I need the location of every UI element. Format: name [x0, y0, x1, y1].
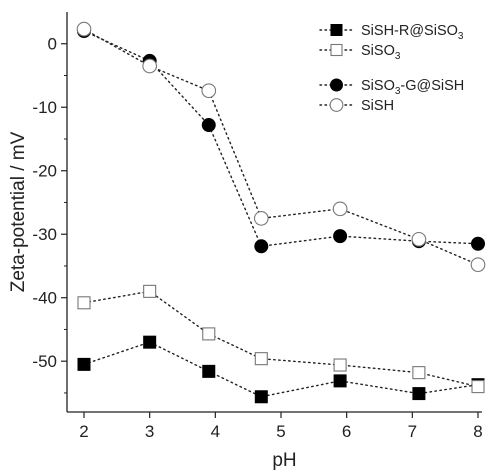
- series-3: [76, 21, 486, 273]
- legend-label-tail: -G@SiSH: [400, 78, 464, 94]
- legend-label-subscript: 3: [395, 86, 401, 97]
- data-point: [202, 327, 216, 341]
- data-point: [411, 231, 427, 247]
- series-2: [77, 24, 485, 254]
- legend-entry: SiSH: [319, 98, 394, 114]
- data-point: [253, 210, 269, 226]
- data-point: [332, 201, 348, 217]
- legend-marker: [329, 98, 344, 112]
- legend-label-subscript: 3: [458, 31, 464, 42]
- x-tick-label: 8: [473, 422, 482, 441]
- data-point: [143, 335, 157, 349]
- data-point: [333, 358, 347, 372]
- data-point: [254, 390, 268, 404]
- y-tick-label: -10: [32, 98, 57, 117]
- data-point: [333, 374, 347, 388]
- data-point: [471, 380, 485, 394]
- data-point: [333, 229, 348, 244]
- y-tick-label: 0: [48, 35, 57, 54]
- y-tick-label: -20: [32, 162, 57, 181]
- data-point: [412, 366, 426, 380]
- legend-marker: [330, 78, 343, 92]
- legend-label: SiSH-R@SiSO3: [361, 23, 464, 42]
- y-tick-label: -50: [32, 352, 57, 371]
- legend-entry: SiSO3-G@SiSH: [319, 78, 464, 97]
- series-layer: [76, 21, 486, 404]
- legend-label-main: SiSO: [361, 78, 395, 94]
- data-point: [470, 257, 486, 273]
- x-tick-label: 7: [408, 422, 417, 441]
- legend-label-subscript: 3: [395, 51, 401, 62]
- data-point: [202, 364, 216, 378]
- legend-label: SiSO3: [361, 43, 401, 62]
- y-axis-label: Zeta-potential / mV: [8, 131, 29, 292]
- series-1: [77, 284, 485, 394]
- data-point: [412, 387, 426, 401]
- legend-entry: SiSH-R@SiSO3: [319, 23, 464, 42]
- legend-label-main: SiSH-R@SiSO: [361, 23, 458, 39]
- legend-label: SiSO3-G@SiSH: [361, 78, 464, 97]
- x-tick-label: 6: [342, 422, 351, 441]
- data-point: [142, 58, 158, 74]
- axes: 2 3 4 5 6 7 8 0 -10 -20 -30 -40 -50: [32, 12, 483, 441]
- data-point: [77, 296, 91, 310]
- y-tick-label: -40: [32, 289, 57, 308]
- legend-label-main: SiSO: [361, 43, 395, 59]
- legend-marker: [330, 43, 343, 57]
- data-point: [76, 21, 92, 37]
- y-tick-label: -30: [32, 225, 57, 244]
- x-axis-label: pH: [272, 450, 296, 471]
- x-tick-label: 5: [276, 422, 285, 441]
- x-tick-label: 3: [145, 422, 154, 441]
- data-point: [201, 118, 216, 133]
- data-point: [201, 83, 217, 99]
- legend-label-main: SiSH: [361, 98, 394, 114]
- legend-label: SiSH: [361, 98, 394, 114]
- data-point: [254, 352, 268, 366]
- x-tick-label: 4: [211, 422, 220, 441]
- data-point: [77, 357, 91, 371]
- x-tick-label: 2: [79, 422, 88, 441]
- legend-marker: [330, 24, 343, 36]
- legend-entry: SiSO3: [319, 43, 401, 62]
- data-point: [254, 239, 269, 254]
- data-point: [143, 284, 157, 298]
- data-point: [471, 236, 485, 251]
